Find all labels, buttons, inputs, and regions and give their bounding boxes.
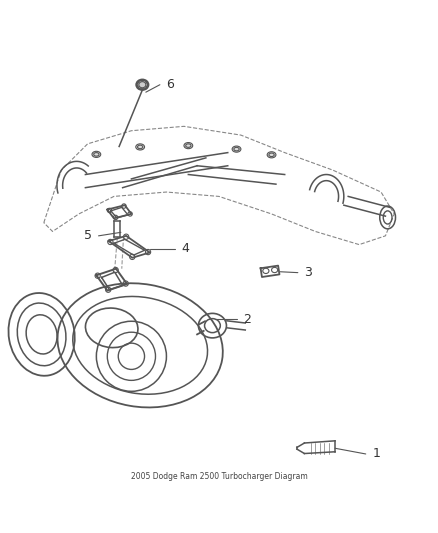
Ellipse shape	[136, 79, 148, 90]
Ellipse shape	[184, 142, 193, 149]
Text: 4: 4	[182, 243, 190, 255]
Text: 2: 2	[243, 312, 251, 326]
Text: 1: 1	[372, 448, 380, 461]
Text: 3: 3	[304, 266, 312, 279]
Text: 5: 5	[84, 229, 92, 243]
Ellipse shape	[267, 152, 276, 158]
Ellipse shape	[136, 144, 145, 150]
Ellipse shape	[92, 151, 101, 157]
Text: 2005 Dodge Ram 2500 Turbocharger Diagram: 2005 Dodge Ram 2500 Turbocharger Diagram	[131, 472, 307, 481]
Ellipse shape	[232, 146, 241, 152]
Text: 6: 6	[166, 78, 174, 91]
